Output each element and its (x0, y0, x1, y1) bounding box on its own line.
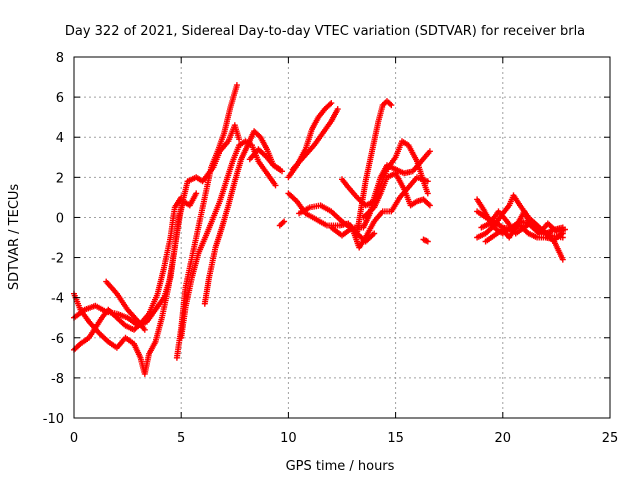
axis-ticks (73, 56, 611, 419)
data-point (272, 182, 279, 189)
data-point (424, 238, 431, 245)
data-point (426, 148, 433, 155)
data-series (478, 208, 566, 241)
x-tick-label: 5 (177, 431, 185, 446)
data-series (178, 138, 279, 341)
data-point (281, 218, 288, 225)
data-series (360, 170, 433, 221)
plot-frame (73, 56, 611, 419)
data-point (193, 190, 200, 197)
y-tick-label: -2 (51, 252, 64, 267)
data-series (289, 106, 341, 173)
data-point (328, 100, 335, 107)
data-series (71, 122, 243, 377)
x-axis-label: GPS time / hours (286, 459, 395, 474)
data-point (233, 82, 240, 89)
data-series (420, 236, 431, 245)
data-series (71, 194, 185, 353)
data-point (236, 136, 243, 143)
y-tick-label: 6 (56, 91, 64, 106)
data-point (178, 194, 185, 201)
y-tick-label: 2 (56, 171, 64, 186)
y-tick-label: -4 (51, 292, 64, 307)
y-tick-label: -10 (43, 412, 64, 427)
y-tick-label: 8 (56, 51, 64, 66)
data-point (426, 202, 433, 209)
tick-labels: 0 5 10 15 20 25 -10 -8 -6 -4 -2 0 2 4 6 8 (43, 51, 619, 446)
y-axis-label: SDTVAR / TECUs (7, 184, 22, 291)
data-series (201, 128, 283, 307)
data-series (276, 218, 288, 229)
data-series (246, 146, 285, 175)
x-tick-label: 25 (602, 431, 619, 446)
data-series (482, 208, 568, 245)
data-point (424, 190, 431, 197)
x-tick-label: 20 (495, 431, 512, 446)
y-tick-label: 4 (56, 131, 64, 146)
data-series (103, 278, 148, 333)
data-point (559, 256, 566, 263)
data-point (334, 106, 341, 113)
data-point (562, 226, 568, 233)
data-points (71, 82, 568, 377)
x-tick-label: 10 (280, 431, 297, 446)
chart-title: Day 322 of 2021, Sidereal Day-to-day VTE… (65, 24, 585, 39)
x-tick-label: 0 (70, 431, 78, 446)
data-series (354, 98, 395, 237)
data-point (141, 326, 148, 333)
data-point (279, 168, 285, 175)
data-point (371, 230, 378, 237)
x-tick-label: 15 (387, 431, 404, 446)
y-tick-label: 0 (56, 211, 64, 226)
data-point (388, 102, 395, 109)
y-tick-label: -6 (51, 332, 64, 347)
data-point (559, 234, 566, 241)
y-tick-label: -8 (51, 372, 64, 387)
